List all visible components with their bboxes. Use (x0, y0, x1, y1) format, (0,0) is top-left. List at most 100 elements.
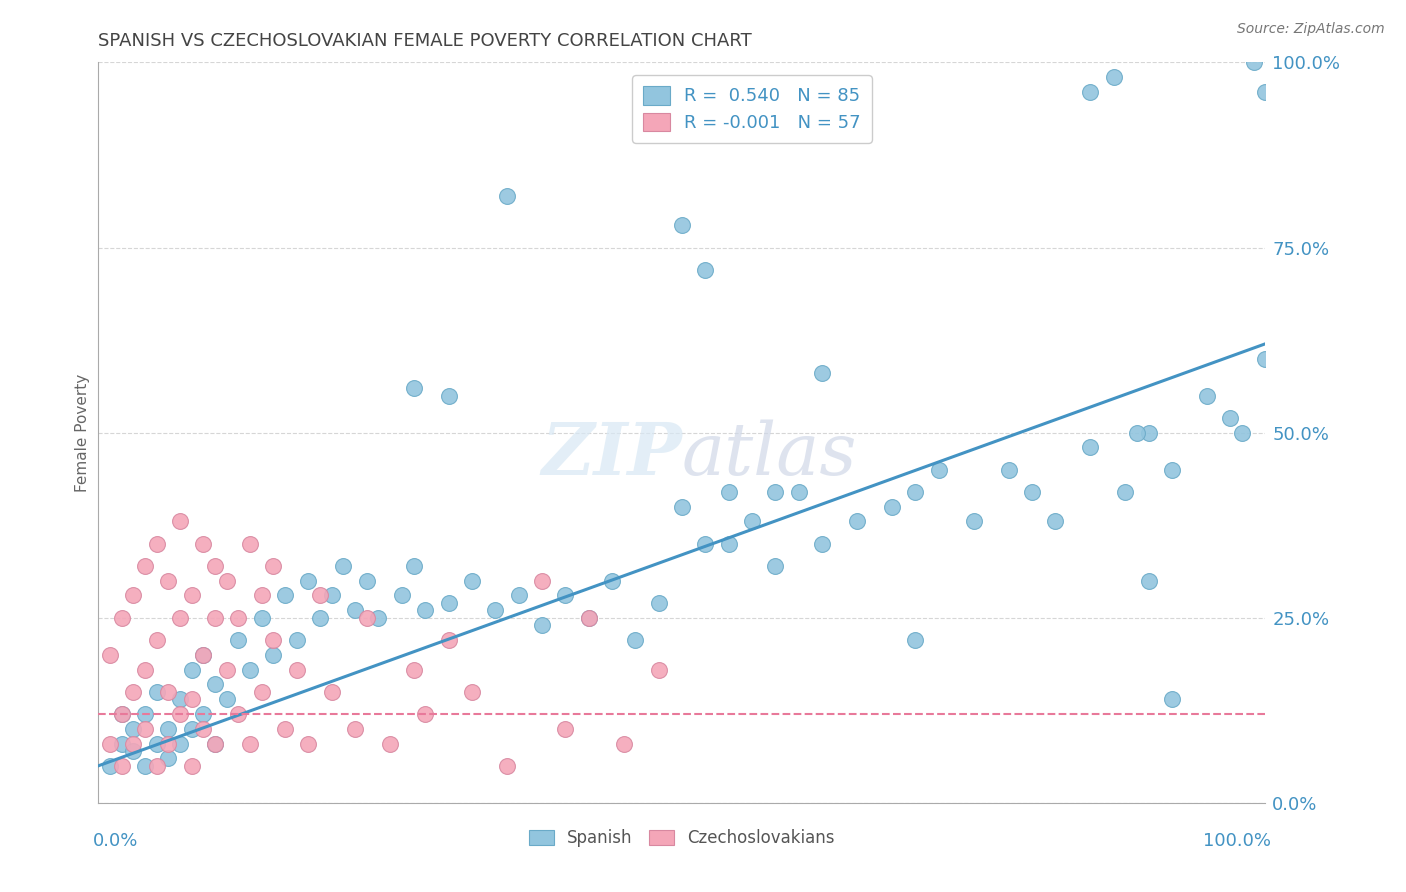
Point (413, 603, 436, 617)
Point (134, 663, 156, 677)
Point (98, 737, 121, 751)
Point (380, 737, 402, 751)
Text: atlas: atlas (682, 419, 858, 490)
Point (496, 188, 519, 202)
Point (262, 632, 284, 647)
Point (695, 262, 717, 277)
Point (285, 663, 308, 677)
Point (215, 663, 238, 677)
Point (1161, 462, 1184, 476)
Point (111, 610, 134, 624)
Point (193, 648, 215, 662)
Point (157, 737, 180, 751)
Point (250, 685, 273, 699)
Point (204, 558, 226, 573)
Point (880, 500, 903, 514)
Legend: Spanish, Czechoslovakians: Spanish, Czechoslovakians (522, 822, 842, 854)
Point (846, 515, 869, 529)
Point (1126, 425, 1149, 440)
Point (647, 663, 669, 677)
Point (1254, 85, 1277, 99)
Point (309, 610, 332, 624)
Text: 0.0%: 0.0% (93, 832, 138, 850)
Point (1045, 515, 1067, 529)
Point (204, 737, 226, 751)
Point (111, 706, 134, 721)
Point (717, 484, 740, 499)
Point (169, 692, 191, 706)
Point (997, 462, 1019, 476)
Point (554, 722, 576, 736)
Point (157, 685, 180, 699)
Point (169, 737, 191, 751)
Point (122, 685, 145, 699)
Text: 100.0%: 100.0% (1204, 832, 1271, 850)
Point (811, 536, 834, 550)
Point (671, 500, 693, 514)
Point (484, 603, 506, 617)
Point (262, 558, 284, 573)
Point (1080, 85, 1102, 99)
Point (146, 737, 169, 751)
Point (600, 574, 623, 588)
Point (391, 589, 413, 603)
Point (262, 648, 284, 662)
Point (1254, 351, 1277, 366)
Point (904, 484, 927, 499)
Point (134, 722, 156, 736)
Point (578, 610, 600, 624)
Point (928, 462, 950, 476)
Point (111, 758, 134, 772)
Point (122, 744, 145, 758)
Point (1114, 484, 1136, 499)
Point (146, 536, 169, 550)
Point (413, 706, 436, 721)
Point (169, 706, 191, 721)
Point (274, 589, 297, 603)
Point (402, 558, 425, 573)
Point (1137, 574, 1160, 588)
Point (554, 589, 576, 603)
Point (169, 610, 191, 624)
Point (1102, 70, 1125, 85)
Point (193, 536, 215, 550)
Point (647, 596, 669, 610)
Point (180, 663, 202, 677)
Point (180, 722, 202, 736)
Point (297, 737, 319, 751)
Point (274, 722, 297, 736)
Point (204, 610, 226, 624)
Point (146, 632, 169, 647)
Point (1021, 484, 1043, 499)
Point (437, 388, 460, 402)
Point (122, 589, 145, 603)
Point (578, 610, 600, 624)
Point (146, 758, 169, 772)
Point (193, 722, 215, 736)
Point (122, 737, 145, 751)
Text: ZIP: ZIP (541, 419, 682, 491)
Point (624, 632, 647, 647)
Point (530, 618, 553, 632)
Point (461, 574, 484, 588)
Point (250, 589, 273, 603)
Point (193, 648, 215, 662)
Point (193, 706, 215, 721)
Point (402, 381, 425, 395)
Point (741, 515, 763, 529)
Point (904, 632, 927, 647)
Point (763, 484, 786, 499)
Point (356, 574, 378, 588)
Point (169, 515, 191, 529)
Y-axis label: Female Poverty: Female Poverty (75, 374, 90, 491)
Point (321, 685, 343, 699)
Point (811, 367, 834, 381)
Point (508, 589, 530, 603)
Point (671, 219, 693, 233)
Point (763, 558, 786, 573)
Point (122, 722, 145, 736)
Point (180, 692, 202, 706)
Point (332, 558, 354, 573)
Point (157, 722, 180, 736)
Point (437, 596, 460, 610)
